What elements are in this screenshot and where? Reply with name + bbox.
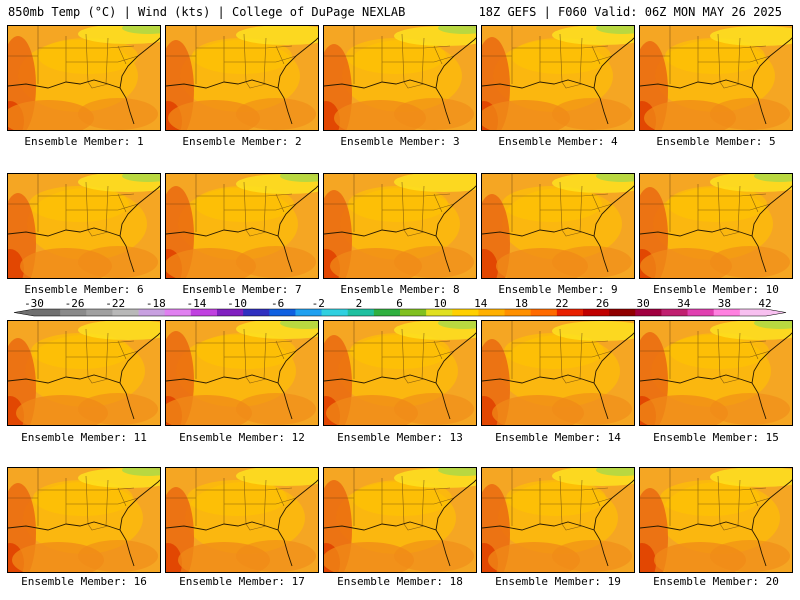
ensemble-member-label: Ensemble Member: 3 [340, 135, 460, 148]
ensemble-member-map [323, 320, 477, 426]
ensemble-member-label: Ensemble Member: 15 [653, 431, 779, 444]
ensemble-member-label: Ensemble Member: 13 [337, 431, 463, 444]
colorbar-swatch [583, 309, 610, 316]
ensemble-member-label: Ensemble Member: 1 [24, 135, 144, 148]
colorbar-swatch [269, 309, 296, 316]
colorbar-swatch [190, 309, 218, 316]
ensemble-member-map [481, 467, 635, 573]
colorbar-swatch [609, 309, 636, 316]
colorbar-tick-label: 18 [515, 297, 528, 310]
ensemble-member-map [323, 173, 477, 279]
temperature-colorbar: -30 -26 -22 -18 -14 -10 -6 -2 2 6 10 14 18 22 26 30 34 38… [13, 297, 787, 317]
colorbar-swatch [373, 309, 401, 316]
ensemble-member-label: Ensemble Member: 12 [179, 431, 305, 444]
colorbar-swatch [739, 309, 767, 316]
colorbar-right-arrow [766, 309, 786, 316]
colorbar-tick-label: 10 [433, 297, 446, 310]
colorbar-tick-label: -2 [312, 297, 325, 310]
ensemble-member-label: Ensemble Member: 14 [495, 431, 621, 444]
colorbar-tick-label: 6 [396, 297, 403, 310]
colorbar-swatch [60, 309, 87, 316]
colorbar-swatch [321, 309, 349, 316]
ensemble-member-label: Ensemble Member: 16 [21, 575, 147, 588]
ensemble-member-map [7, 467, 161, 573]
colorbar-tick-label: -14 [187, 297, 207, 310]
ensemble-member-map [639, 25, 793, 131]
colorbar-tick-label: -22 [105, 297, 125, 310]
ensemble-member-label: Ensemble Member: 10 [653, 283, 779, 296]
colorbar-swatch [112, 309, 139, 316]
ensemble-member-map [323, 467, 477, 573]
ensemble-member-map [7, 25, 161, 131]
ensemble-member-map [165, 173, 319, 279]
header-title-right: 18Z GEFS | F060 Valid: 06Z MON MAY 26 20… [478, 5, 782, 19]
ensemble-member-map [165, 25, 319, 131]
ensemble-member-map [639, 467, 793, 573]
colorbar-swatch [347, 309, 375, 316]
colorbar-tick-label: 38 [718, 297, 731, 310]
ensemble-member-label: Ensemble Member: 5 [656, 135, 776, 148]
colorbar-swatch [478, 309, 505, 316]
ensemble-member-map [165, 320, 319, 426]
ensemble-member-label: Ensemble Member: 20 [653, 575, 779, 588]
colorbar-swatch [687, 309, 715, 316]
colorbar-swatch [34, 309, 61, 316]
colorbar-swatch [138, 309, 166, 316]
colorbar-swatch [86, 309, 113, 316]
colorbar-swatch [713, 309, 741, 316]
ensemble-member-label: Ensemble Member: 17 [179, 575, 305, 588]
colorbar-tick-label: 26 [596, 297, 609, 310]
ensemble-member-label: Ensemble Member: 8 [340, 283, 460, 296]
colorbar-tick-label: 42 [758, 297, 771, 310]
colorbar-tick-label: 22 [555, 297, 568, 310]
colorbar-tick-label: 2 [356, 297, 363, 310]
colorbar-swatch [217, 309, 244, 316]
colorbar-swatch [635, 309, 662, 316]
ensemble-member-map [639, 173, 793, 279]
ensemble-member-label: Ensemble Member: 9 [498, 283, 618, 296]
colorbar-tick-label: 14 [474, 297, 488, 310]
ensemble-member-label: Ensemble Member: 19 [495, 575, 621, 588]
colorbar-tick-label: -6 [271, 297, 284, 310]
colorbar-swatch [243, 309, 270, 316]
ensemble-member-map [7, 320, 161, 426]
header-title-left: 850mb Temp (°C) | Wind (kts) | College o… [8, 5, 406, 19]
colorbar-swatch [295, 309, 322, 316]
ensemble-member-label: Ensemble Member: 2 [182, 135, 302, 148]
ensemble-member-map [323, 25, 477, 131]
ensemble-member-map [481, 25, 635, 131]
colorbar-swatch [400, 309, 427, 316]
colorbar-tick-label: 34 [677, 297, 691, 310]
colorbar-swatch [661, 309, 688, 316]
colorbar-swatch [504, 309, 532, 316]
ensemble-member-map [639, 320, 793, 426]
ensemble-member-map [7, 173, 161, 279]
colorbar-tick-label: -26 [65, 297, 85, 310]
colorbar-swatch [530, 309, 558, 316]
colorbar-tick-label: -18 [146, 297, 166, 310]
colorbar-swatch [426, 309, 453, 316]
ensemble-member-map [481, 320, 635, 426]
ensemble-member-label: Ensemble Member: 4 [498, 135, 618, 148]
colorbar-tick-label: -10 [227, 297, 247, 310]
ensemble-member-label: Ensemble Member: 7 [182, 283, 302, 296]
ensemble-member-label: Ensemble Member: 6 [24, 283, 144, 296]
colorbar-swatch [452, 309, 479, 316]
ensemble-member-map [481, 173, 635, 279]
colorbar-tick-label: 30 [637, 297, 650, 310]
ensemble-member-map [165, 467, 319, 573]
ensemble-member-label: Ensemble Member: 18 [337, 575, 463, 588]
colorbar-left-arrow [14, 309, 34, 316]
ensemble-member-label: Ensemble Member: 11 [21, 431, 147, 444]
colorbar-swatch [556, 309, 584, 316]
colorbar-tick-label: -30 [24, 297, 44, 310]
colorbar-swatch [164, 309, 192, 316]
